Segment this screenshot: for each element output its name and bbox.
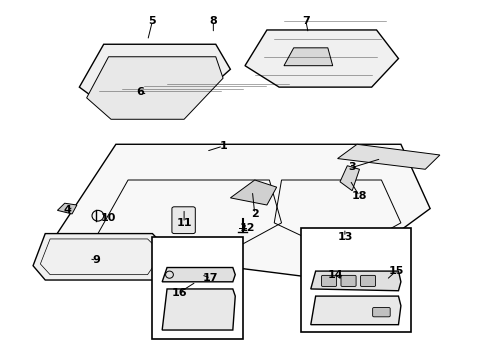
Polygon shape: [311, 271, 401, 291]
Text: 1: 1: [219, 141, 227, 151]
Text: 18: 18: [352, 191, 367, 201]
Polygon shape: [245, 30, 398, 87]
Text: 17: 17: [203, 273, 219, 283]
Polygon shape: [230, 180, 277, 205]
Text: 14: 14: [327, 270, 343, 280]
Polygon shape: [338, 144, 440, 169]
Polygon shape: [57, 203, 77, 214]
Polygon shape: [340, 166, 360, 191]
Polygon shape: [79, 44, 230, 109]
Text: 3: 3: [348, 162, 356, 172]
Polygon shape: [162, 267, 235, 282]
FancyBboxPatch shape: [341, 275, 356, 287]
Text: 2: 2: [251, 209, 259, 219]
Text: 13: 13: [337, 232, 353, 242]
Text: 10: 10: [101, 212, 116, 222]
Polygon shape: [311, 296, 401, 325]
Text: 4: 4: [63, 205, 71, 215]
Polygon shape: [284, 48, 333, 66]
Text: 16: 16: [172, 288, 187, 297]
Bar: [152, 237, 243, 339]
Text: 5: 5: [148, 16, 156, 26]
Text: 8: 8: [209, 16, 217, 26]
FancyBboxPatch shape: [321, 275, 337, 287]
Polygon shape: [33, 234, 170, 280]
Text: 7: 7: [302, 16, 310, 26]
Polygon shape: [162, 289, 235, 330]
FancyBboxPatch shape: [373, 307, 390, 317]
Text: 12: 12: [240, 223, 255, 233]
Text: 11: 11: [176, 218, 192, 228]
Text: 15: 15: [389, 266, 404, 276]
Polygon shape: [87, 57, 223, 119]
Text: 9: 9: [93, 255, 100, 265]
FancyBboxPatch shape: [361, 275, 375, 287]
Bar: [301, 228, 411, 332]
FancyBboxPatch shape: [172, 207, 196, 234]
Text: 6: 6: [136, 87, 144, 98]
Polygon shape: [50, 144, 430, 280]
